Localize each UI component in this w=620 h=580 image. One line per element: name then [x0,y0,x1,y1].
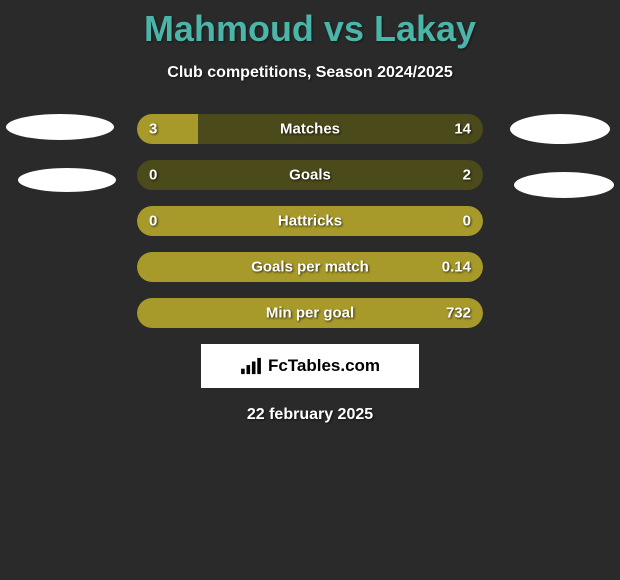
bar-chart-icon [240,357,262,375]
bar-left-value: 0 [149,213,157,230]
stat-bar: Min per goal 732 [137,298,483,328]
stat-bar: Goals per match 0.14 [137,252,483,282]
page-title: Mahmoud vs Lakay [0,0,620,50]
bar-right-value: 0.14 [442,259,471,276]
bar-label: Matches [280,121,340,138]
bar-right-value: 732 [446,305,471,322]
subtitle: Club competitions, Season 2024/2025 [0,64,620,82]
oval-left-1 [6,114,114,140]
bar-label: Goals [289,167,331,184]
comparison-chart: 3 Matches 14 0 Goals 2 0 Hattricks 0 Goals per ma… [0,114,620,328]
bar-label: Goals per match [251,259,369,276]
bar-right-value: 2 [463,167,471,184]
date-text: 22 february 2025 [0,406,620,424]
oval-right-1 [510,114,610,144]
bar-right-value: 14 [454,121,471,138]
right-ovals [510,114,614,226]
bar-left-value: 3 [149,121,157,138]
bar-fill [137,114,198,144]
bar-label: Min per goal [266,305,354,322]
left-ovals [6,114,116,220]
logo-text: FcTables.com [268,356,380,376]
stat-bar: 3 Matches 14 [137,114,483,144]
bar-left-value: 0 [149,167,157,184]
bar-right-value: 0 [463,213,471,230]
bar-label: Hattricks [278,213,342,230]
bars-container: 3 Matches 14 0 Goals 2 0 Hattricks 0 Goals per ma… [137,114,483,328]
oval-left-2 [18,168,116,192]
logo-box: FcTables.com [201,344,419,388]
stat-bar: 0 Hattricks 0 [137,206,483,236]
stat-bar: 0 Goals 2 [137,160,483,190]
oval-right-2 [514,172,614,198]
